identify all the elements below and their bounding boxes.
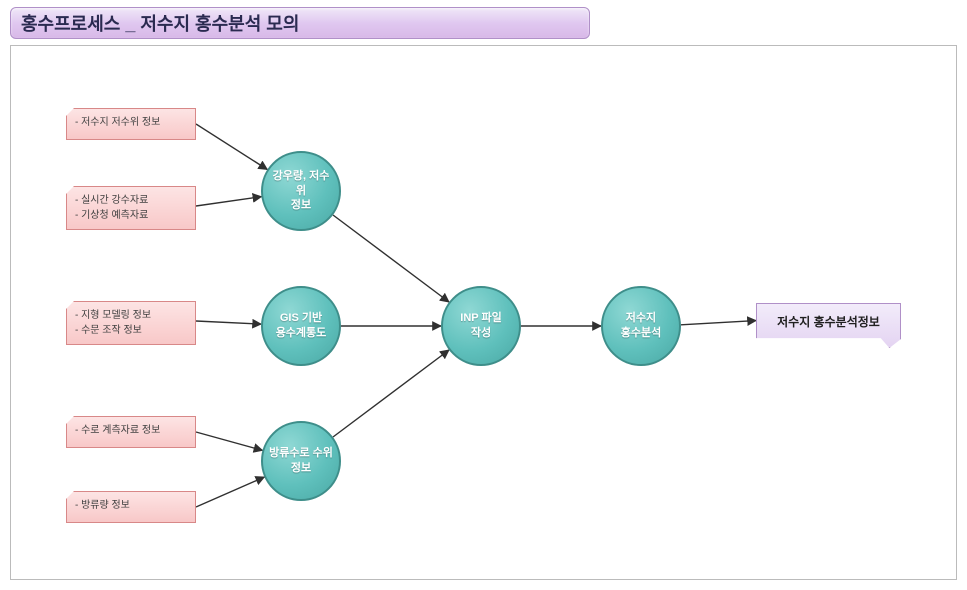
input-note-in4: - 수로 계측자료 정보: [66, 416, 196, 448]
process-node-label: GIS 기반용수계통도: [276, 311, 327, 341]
edge-in3-c2: [196, 321, 261, 324]
input-note-line: - 수로 계측자료 정보: [75, 423, 187, 438]
diagram-frame: - 저수지 저수위 정보 - 실시간 강수자료- 기상청 예측자료 - 지형 모델링…: [10, 45, 957, 580]
edge-in2-c1: [196, 197, 261, 206]
input-note-line: - 저수지 저수위 정보: [75, 115, 187, 130]
input-note-in1: - 저수지 저수위 정보: [66, 108, 196, 140]
input-note-line: - 기상청 예측자료: [75, 208, 187, 223]
process-node-c4: INP 파일작성: [441, 286, 521, 366]
input-note-line: - 방류량 정보: [75, 498, 187, 513]
edge-c5-out1: [681, 321, 756, 325]
edge-in5-c3: [196, 477, 264, 507]
output-note: 저수지 홍수분석정보: [756, 303, 901, 348]
input-note-line: - 수문 조작 정보: [75, 323, 187, 338]
page-title: 홍수프로세스 _ 저수지 홍수분석 모의: [21, 10, 299, 36]
process-node-c1: 강우량, 저수위정보: [261, 151, 341, 231]
input-note-line: - 지형 모델링 정보: [75, 308, 187, 323]
input-note-in3: - 지형 모델링 정보- 수문 조작 정보: [66, 301, 196, 345]
output-note-label: 저수지 홍수분석정보: [777, 313, 880, 330]
process-node-label: 방류수로 수위정보: [269, 446, 333, 476]
process-node-label: 강우량, 저수위정보: [269, 169, 333, 214]
process-node-label: INP 파일작성: [460, 311, 501, 341]
edge-in4-c3: [196, 432, 262, 450]
input-note-in5: - 방류량 정보: [66, 491, 196, 523]
process-node-c3: 방류수로 수위정보: [261, 421, 341, 501]
edge-in1-c1: [196, 124, 267, 169]
input-note-line: - 실시간 강수자료: [75, 193, 187, 208]
edge-c1-c4: [333, 215, 449, 302]
process-node-label: 저수지홍수분석: [621, 311, 661, 341]
diagram-canvas: - 저수지 저수위 정보 - 실시간 강수자료- 기상청 예측자료 - 지형 모델링…: [11, 46, 956, 579]
process-node-c2: GIS 기반용수계통도: [261, 286, 341, 366]
input-note-in2: - 실시간 강수자료- 기상청 예측자료: [66, 186, 196, 230]
edge-c3-c4: [333, 350, 449, 437]
title-bar: 홍수프로세스 _ 저수지 홍수분석 모의: [10, 7, 590, 39]
process-node-c5: 저수지홍수분석: [601, 286, 681, 366]
